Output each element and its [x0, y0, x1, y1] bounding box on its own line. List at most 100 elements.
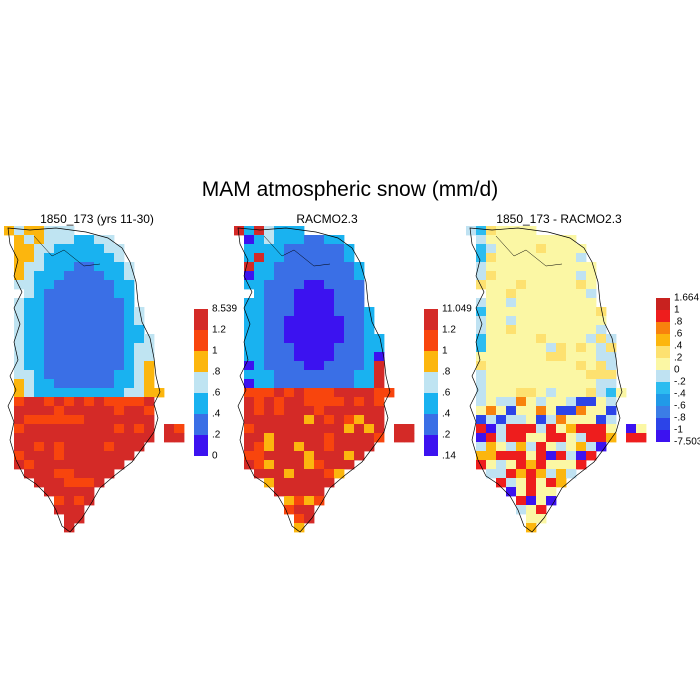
grid-cell [354, 289, 365, 299]
grid-cell [374, 424, 385, 434]
grid-cell [74, 424, 85, 434]
grid-cell [94, 352, 105, 362]
grid-cell [314, 235, 325, 245]
grid-cell [104, 316, 115, 326]
grid-cell [596, 415, 607, 425]
grid-cell [304, 442, 315, 452]
colorbar-label: -.2 [674, 376, 686, 388]
grid-cell [304, 244, 315, 254]
colorbar-difference: 1.664 1.8.6.4.2 0 -.2 -.4 -.6 -.8 -1 -7.503 [656, 293, 700, 448]
grid-cell [354, 424, 365, 434]
grid-cell [354, 388, 365, 398]
grid-cell [546, 460, 557, 470]
grid-cell [294, 379, 305, 389]
grid-cell [264, 433, 275, 443]
grid-cell [596, 442, 607, 452]
grid-cell [274, 334, 285, 344]
grid-cell [526, 244, 537, 254]
grid-cell [14, 316, 25, 326]
grid-cell [566, 442, 577, 452]
grid-cell [44, 451, 55, 461]
grid-cell [304, 433, 315, 443]
grid-cell [14, 271, 25, 281]
grid-cell [74, 262, 85, 272]
grid-cell [496, 235, 507, 245]
grid-cell [324, 352, 335, 362]
grid-cell [314, 361, 325, 371]
grid-cell [134, 397, 145, 407]
grid-cell [606, 415, 617, 425]
grid-cell [314, 388, 325, 398]
grid-cell [496, 334, 507, 344]
grid-cell [596, 334, 607, 344]
grid-cell [244, 262, 255, 272]
grid-cell [144, 406, 155, 416]
grid-cell [244, 370, 255, 380]
grid-cell [244, 424, 255, 434]
grid-cell [374, 334, 385, 344]
grid-cell [44, 334, 55, 344]
grid-cell [586, 406, 597, 416]
colorbar-swatch [424, 414, 438, 435]
grid-cell [566, 289, 577, 299]
grid-cell [314, 406, 325, 416]
grid-cell [94, 406, 105, 416]
grid-cell [596, 343, 607, 353]
grid-cell [94, 415, 105, 425]
grid-cell [364, 424, 375, 434]
grid-cell [324, 397, 335, 407]
grid-cell [84, 388, 95, 398]
grid-cell [546, 442, 557, 452]
grid-cell [64, 514, 75, 524]
grid-cell [54, 496, 65, 506]
grid-cell [114, 352, 125, 362]
grid-cell [344, 343, 355, 353]
grid-cell [476, 460, 487, 470]
colorbar-swatch [424, 309, 438, 330]
grid-cell [24, 433, 35, 443]
grid-cell [34, 253, 45, 263]
grid-cell [344, 325, 355, 335]
grid-cell [74, 316, 85, 326]
grid-cell [586, 397, 597, 407]
grid-cell [496, 424, 507, 434]
grid-cell [496, 379, 507, 389]
grid-cell [496, 262, 507, 272]
grid-cell [274, 253, 285, 263]
grid-cell [334, 244, 345, 254]
greenland-map-difference [466, 226, 647, 533]
grid-cell [536, 370, 547, 380]
grid-cell [324, 343, 335, 353]
grid-cell [84, 307, 95, 317]
grid-cell [546, 262, 557, 272]
grid-cell [304, 388, 315, 398]
grid-cell [144, 334, 155, 344]
grid-cell [274, 370, 285, 380]
grid-cell [24, 298, 35, 308]
grid-cell [506, 442, 517, 452]
grid-cell [44, 433, 55, 443]
grid-cell [334, 379, 345, 389]
grid-cell [546, 244, 557, 254]
grid-cell [124, 388, 135, 398]
grid-cell [34, 298, 45, 308]
grid-cell [294, 235, 305, 245]
grid-cell [154, 388, 165, 398]
grid-cell [44, 325, 55, 335]
grid-cell [526, 478, 537, 488]
grid-cell [244, 379, 255, 389]
grid-cell [364, 307, 375, 317]
grid-cell [44, 361, 55, 371]
grid-cell [404, 424, 415, 434]
grid-cell [506, 280, 517, 290]
grid-cell [324, 334, 335, 344]
grid-cell [546, 406, 557, 416]
grid-cell [54, 406, 65, 416]
grid-cell [254, 433, 265, 443]
grid-cell [596, 388, 607, 398]
grid-cell [54, 298, 65, 308]
grid-cell [516, 298, 527, 308]
grid-cell [536, 451, 547, 461]
colorbar-label: .8 [674, 316, 683, 328]
grid-cell [274, 325, 285, 335]
